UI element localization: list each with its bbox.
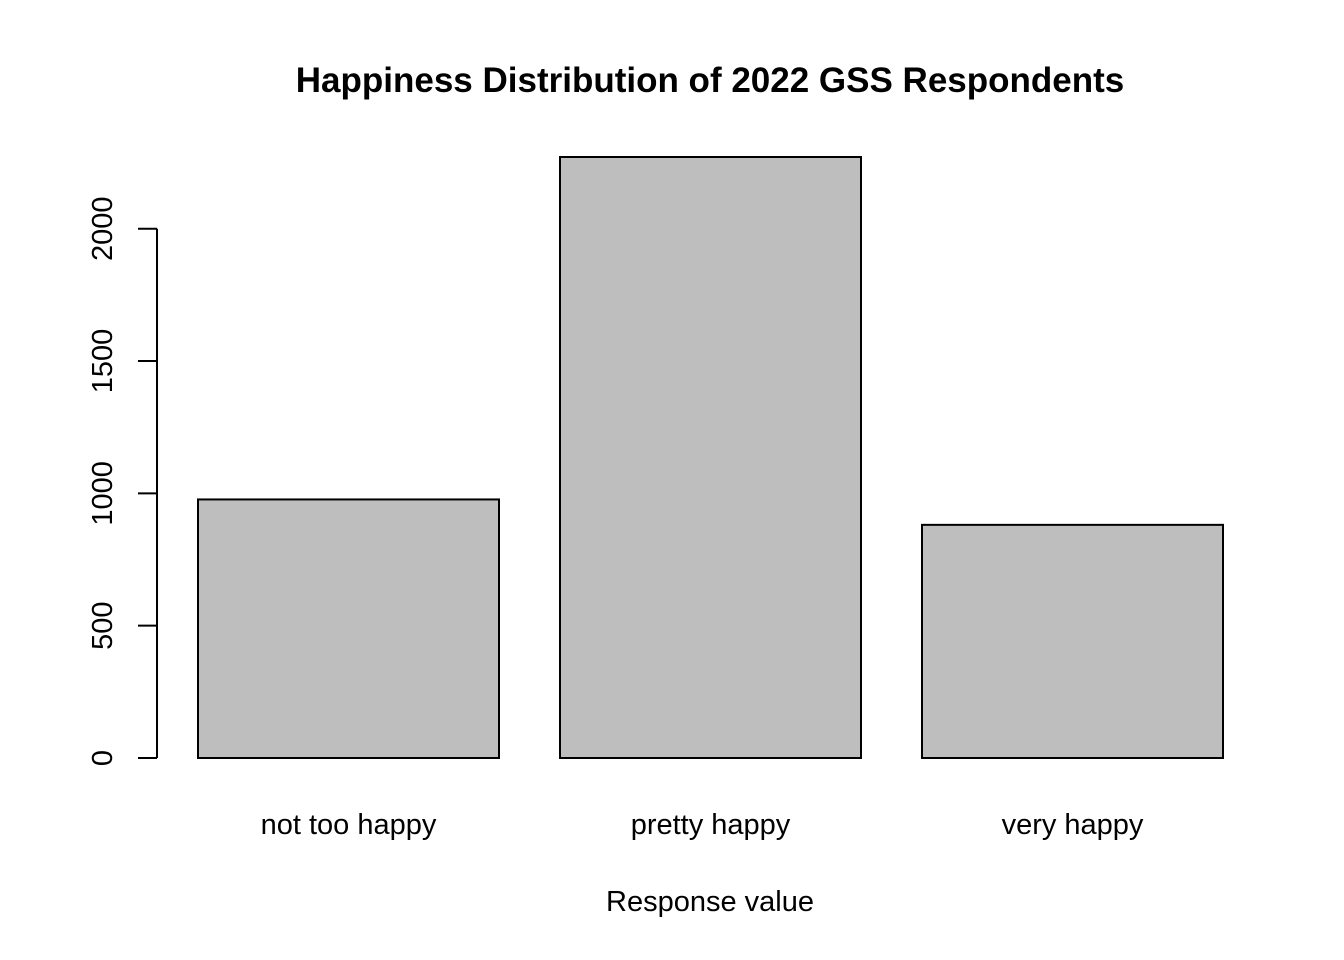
y-tick-label: 0	[87, 750, 119, 766]
bar-not-too-happy	[197, 498, 500, 759]
x-category-label: very happy	[1002, 809, 1144, 841]
x-tick-labels: not too happy pretty happy very happy	[261, 809, 1144, 841]
x-category-label: pretty happy	[631, 809, 791, 841]
y-tick-label: 1500	[87, 329, 119, 394]
bar-group	[197, 156, 1224, 760]
x-category-label: not too happy	[261, 809, 437, 841]
bar-very-happy	[921, 523, 1224, 760]
y-axis: 0 500 1000 1500 2000	[87, 196, 158, 766]
y-tick-label: 1000	[87, 461, 119, 526]
y-tick-label: 500	[87, 601, 119, 649]
x-axis-label: Response value	[606, 886, 814, 918]
y-tick-label: 2000	[87, 196, 119, 261]
chart-title: Happiness Distribution of 2022 GSS Respo…	[296, 61, 1124, 100]
bar-pretty-happy	[559, 156, 862, 759]
